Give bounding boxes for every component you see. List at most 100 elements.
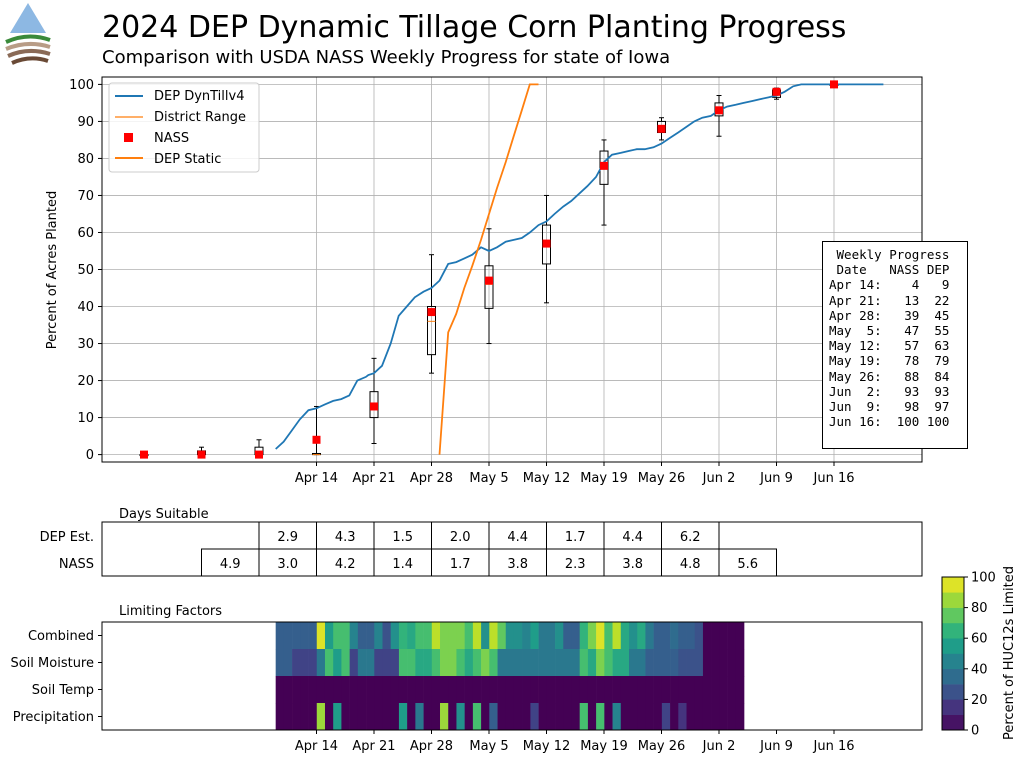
heatmap-cell — [546, 622, 556, 650]
heatmap-x-tick-label: Jun 16 — [813, 739, 855, 754]
heatmap-cell — [489, 649, 498, 677]
heatmap-cell — [300, 622, 309, 650]
heatmap-x-tick-label: Jun 2 — [702, 739, 736, 754]
heatmap-cell — [702, 649, 712, 677]
legend-label-district-range: District Range — [154, 110, 246, 125]
heatmap-cell — [735, 622, 745, 650]
heatmap-cell — [702, 622, 712, 650]
heatmap-cell — [694, 703, 704, 731]
heatmap-x-tick-label: May 19 — [580, 739, 628, 754]
legend-label-dep-static: DEP Static — [154, 152, 221, 167]
heatmap-cell — [546, 703, 556, 731]
nass-points — [140, 80, 838, 459]
heatmap-frame — [101, 621, 923, 731]
x-tick-label: Jun 16 — [813, 471, 855, 486]
heatmap-cell — [440, 622, 449, 650]
heatmap-cell — [645, 622, 654, 650]
heatmap-cell — [505, 622, 515, 650]
heatmap-cell — [431, 649, 441, 677]
heatmap-cell — [292, 622, 301, 650]
heatmap-cell — [448, 676, 457, 704]
heatmap-cell — [735, 649, 745, 677]
heatmap-cell — [448, 649, 457, 677]
heatmap-cell — [645, 676, 654, 704]
days-suitable-title: Days Suitable — [119, 507, 209, 522]
heatmap-cell — [464, 703, 474, 731]
heatmap-cell — [357, 703, 367, 731]
days-suitable-value: 3.0 — [277, 557, 298, 572]
heatmap-cell — [522, 676, 531, 704]
series-line-dep-static — [438, 83, 539, 455]
heatmap-cell — [513, 703, 523, 731]
district-box — [484, 265, 494, 309]
y-tick-label: 80 — [77, 152, 94, 167]
heatmap-cell — [333, 649, 342, 677]
heatmap-cell — [629, 649, 638, 677]
heatmap-cell — [390, 676, 400, 704]
heatmap-cell — [629, 703, 638, 731]
colorbar-segment — [942, 699, 964, 715]
heatmap-cell — [292, 703, 301, 731]
days-suitable-cell — [718, 548, 777, 577]
heatmap-cell — [374, 676, 383, 704]
heatmap-cell — [505, 676, 515, 704]
heatmap-cell — [735, 676, 745, 704]
heatmap-cell — [645, 649, 654, 677]
heatmap-cell — [505, 649, 515, 677]
heatmap-cell — [653, 649, 663, 677]
heatmap-cell — [629, 622, 638, 650]
heatmap-cell — [522, 649, 531, 677]
heatmap-cell — [374, 622, 383, 650]
days-suitable-value: 1.7 — [565, 530, 586, 545]
weekly-progress-row: Apr 28: 39 45 — [829, 307, 950, 323]
heatmap-cell — [579, 703, 589, 731]
heatmap-cell — [464, 622, 474, 650]
heatmap-cell — [398, 622, 408, 650]
days-suitable-table: DEP Est. 2.9 4.3 1.5 2.0 4.4 1.7 4.4 6.2 NASS 4.9 3… — [40, 521, 923, 577]
heatmap-cell — [366, 676, 375, 704]
days-suitable-row-label: DEP Est. — [40, 530, 94, 545]
heatmap-cell — [596, 703, 605, 731]
heatmap-cell — [612, 703, 622, 731]
heatmap-cell — [374, 649, 383, 677]
heatmap-cell — [398, 676, 408, 704]
heatmap-cell — [275, 676, 285, 704]
colorbar-segment — [942, 668, 964, 685]
heatmap-cell — [587, 703, 597, 731]
heatmap-cell — [653, 622, 663, 650]
heatmap-cell — [407, 703, 416, 731]
heatmap-cell — [530, 676, 539, 704]
nass-point — [485, 276, 493, 285]
heatmap-cell — [661, 676, 671, 704]
colorbar: 0 20 40 60 80 100 — [941, 571, 996, 739]
heatmap-cell — [349, 622, 359, 650]
heatmap-row-label: Soil Temp — [32, 683, 94, 698]
nass-point — [255, 450, 263, 459]
heatmap-cell — [670, 622, 679, 650]
nass-point — [830, 80, 838, 89]
heatmap-cell — [349, 649, 359, 677]
days-suitable-value: 3.8 — [507, 557, 528, 572]
heatmap-cell — [472, 676, 482, 704]
heatmap-cell — [555, 676, 564, 704]
heatmap-x-tick-label: May 12 — [523, 739, 571, 754]
heatmap-cell — [308, 649, 318, 677]
heatmap-cell — [653, 676, 663, 704]
heatmap-cell — [390, 622, 400, 650]
heatmap-row-label: Combined — [28, 629, 94, 644]
heatmap-cell — [431, 703, 441, 731]
heatmap-cell — [538, 703, 548, 731]
heatmap-cell — [440, 649, 449, 677]
colorbar-frame — [941, 576, 965, 731]
heatmap-cell — [324, 622, 334, 650]
colorbar-segment — [942, 684, 964, 700]
heatmap-cell — [670, 649, 679, 677]
heatmap-cell — [587, 622, 597, 650]
heatmap-x-tick-label: May 5 — [469, 739, 508, 754]
heatmap-cell — [686, 622, 696, 650]
days-suitable-cell — [603, 521, 662, 550]
heatmap-cell — [283, 676, 293, 704]
heatmap-cell — [563, 622, 572, 650]
heatmap-cell — [497, 703, 507, 731]
x-tick-label: May 12 — [523, 471, 571, 486]
